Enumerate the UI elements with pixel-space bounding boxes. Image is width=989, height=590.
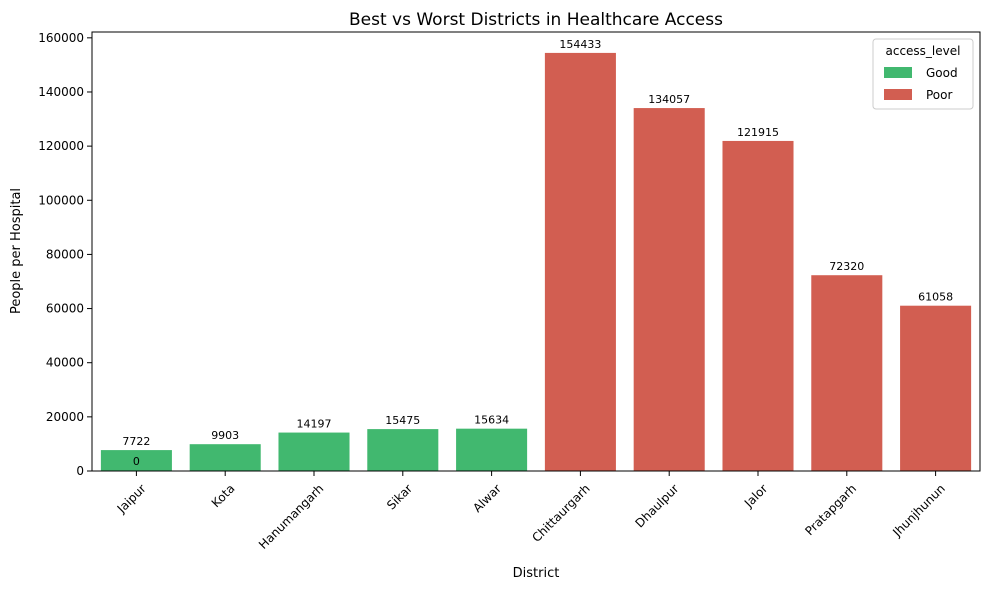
y-tick-label-140000: 140000 [38,85,84,99]
bar-labels-group: 7722 9903 14197 15475 15634 154433 134057 12191… [122,38,953,468]
x-tick-label-chittaurgarh: Chittaurgarh [529,481,592,544]
bar-value-label-dhaulpur: 134057 [648,93,690,106]
chart-title: Best vs Worst Districts in Healthcare Ac… [349,10,723,30]
bar-value-label-jaipur: 7722 [122,435,150,448]
y-tick-label-120000: 120000 [38,139,84,153]
x-tick-label-alwar: Alwar [470,481,504,515]
y-tick-label-100000: 100000 [38,193,84,207]
bar-hanumangarh [278,432,350,471]
x-tick-label-kota: Kota [209,481,238,510]
y-axis: 0 20000 40000 60000 80000 100000 120000 140000 1… [38,31,92,478]
x-tick-label-hanumangarh: Hanumangarh [256,481,326,551]
bar-alwar [456,428,528,471]
bar-value-label-hanumangarh: 14197 [297,418,332,431]
x-tick-label-sikar: Sikar [384,481,415,512]
legend-swatch-poor [884,89,912,100]
bar-jaipur [100,450,172,471]
x-axis: Jaipur Kota Hanumangarh Sikar Alwar Chittaurg… [114,471,948,552]
bars-group [100,52,972,471]
bar-sikar [367,429,439,471]
y-tick-label-40000: 40000 [46,356,84,370]
legend-label-good: Good [926,66,958,80]
x-tick-label-jalor: Jalor [741,481,770,510]
bar-jhunjhunun [900,305,972,471]
bar-value-label-chittaurgarh: 154433 [559,38,601,51]
bar-value-label-jalor: 121915 [737,126,779,139]
bar-value-label-jhunjhunun: 61058 [918,291,953,304]
x-tick-label-jhunjhunun: Jhunjhunun [889,481,947,539]
y-axis-label: People per Hospital [9,188,24,314]
bar-value-label-pratapgarh: 72320 [829,260,864,273]
y-tick-label-160000: 160000 [38,31,84,45]
bar-value-label-kota: 9903 [211,429,239,442]
x-tick-label-dhaulpur: Dhaulpur [633,481,682,530]
y-tick-label-20000: 20000 [46,410,84,424]
bar-jalor [722,140,794,471]
bar-chittaurgarh [544,52,616,471]
x-tick-label-jaipur: Jaipur [114,481,149,516]
legend: access_level Good Poor [872,38,974,110]
bar-dhaulpur [633,108,705,471]
y-tick-label-0: 0 [76,464,84,478]
annotation-jaipur-0: 0 [133,455,140,468]
plot-frame [91,31,981,472]
bar-kota [189,444,261,471]
legend-title: access_level [886,44,961,58]
bar-pratapgarh [811,275,883,471]
y-tick-label-80000: 80000 [46,247,84,261]
bar-value-label-alwar: 15634 [474,414,509,427]
legend-label-poor: Poor [926,88,952,102]
y-tick-label-60000: 60000 [46,302,84,316]
x-axis-label: District [513,566,560,581]
legend-swatch-good [884,67,912,78]
bar-value-label-sikar: 15475 [385,414,420,427]
x-tick-label-pratapgarh: Pratapgarh [802,481,859,538]
